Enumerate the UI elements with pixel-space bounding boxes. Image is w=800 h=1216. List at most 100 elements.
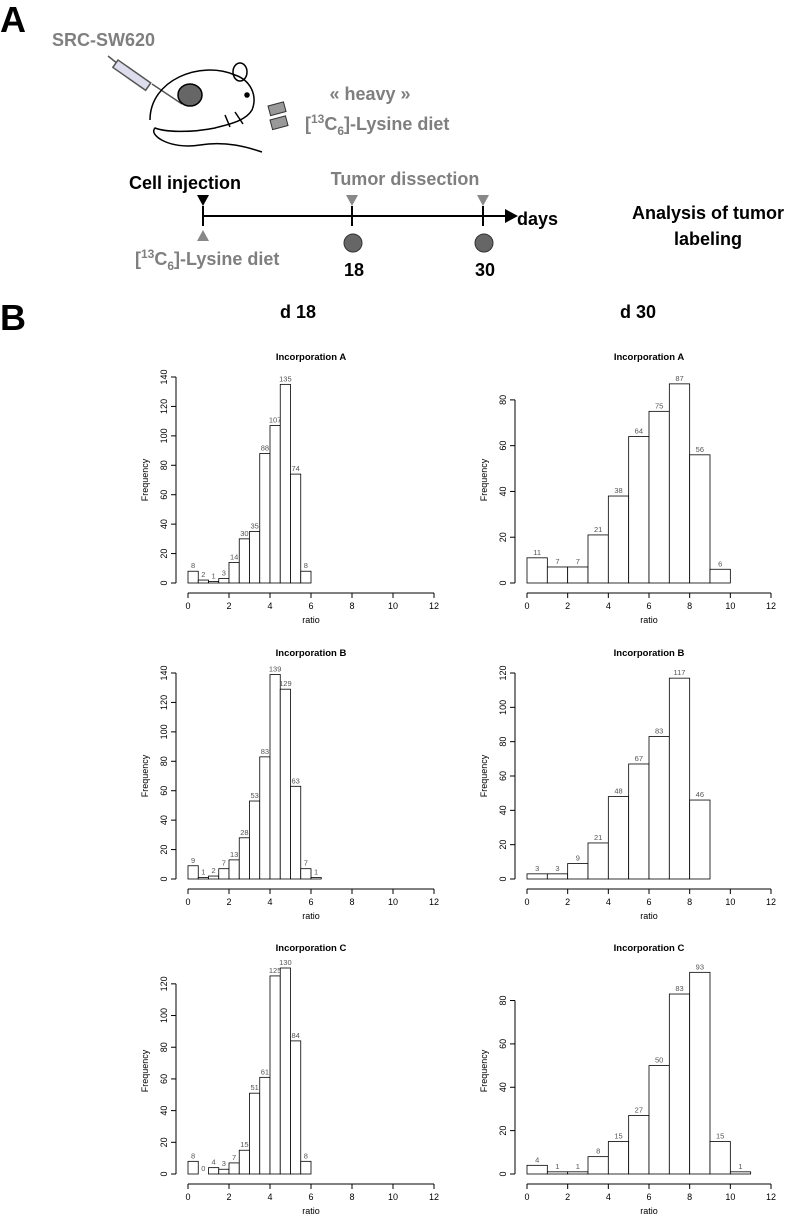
y-tick-label: 140 xyxy=(159,665,169,680)
column-header: d 30 xyxy=(620,302,656,322)
bar xyxy=(526,557,548,584)
value-label: 74 xyxy=(291,464,299,473)
value-label: 7 xyxy=(576,557,580,566)
day-label: 18 xyxy=(344,260,364,280)
bar xyxy=(546,873,569,880)
x-tick-label: 10 xyxy=(388,897,398,907)
value-label: 8 xyxy=(191,1151,195,1160)
y-axis-label: Frequency xyxy=(140,458,150,501)
bar xyxy=(187,865,199,880)
analysis-label: labeling xyxy=(674,229,742,249)
bar xyxy=(607,1141,630,1175)
value-label: 2 xyxy=(201,570,205,579)
bar xyxy=(709,1141,731,1175)
y-tick-label: 0 xyxy=(498,1171,508,1176)
bar xyxy=(238,837,250,880)
y-tick-label: 20 xyxy=(159,549,169,559)
bar xyxy=(197,579,209,584)
text-part: 6 xyxy=(167,259,174,273)
x-tick-label: 4 xyxy=(267,1192,272,1202)
y-axis-label: Frequency xyxy=(140,754,150,797)
tumor-dissection: Tumor dissection xyxy=(331,169,480,189)
bar xyxy=(279,967,291,1175)
bar xyxy=(668,383,691,584)
y-tick-label: 60 xyxy=(159,786,169,796)
chart-title: Incorporation B xyxy=(276,648,347,659)
value-label: 38 xyxy=(614,486,622,495)
timeline xyxy=(197,195,518,253)
y-tick-label: 100 xyxy=(159,1008,169,1023)
x-tick-label: 12 xyxy=(429,1192,439,1202)
bar xyxy=(628,1115,650,1175)
value-label: 35 xyxy=(250,522,258,531)
y-tick-label: 20 xyxy=(498,532,508,542)
x-tick-label: 2 xyxy=(565,601,570,611)
x-tick-label: 2 xyxy=(226,601,231,611)
x-axis-label: ratio xyxy=(640,615,658,625)
y-tick-label: 60 xyxy=(498,1039,508,1049)
y-tick-label: 0 xyxy=(159,580,169,585)
value-label: 3 xyxy=(555,864,559,873)
bar xyxy=(567,863,589,880)
value-label: 8 xyxy=(191,561,195,570)
bar xyxy=(648,736,670,880)
value-label: 83 xyxy=(655,727,663,736)
text-part: 13 xyxy=(141,247,155,261)
value-label: 3 xyxy=(222,1159,226,1168)
value-label: 21 xyxy=(594,833,602,842)
bar xyxy=(300,570,312,584)
chart-title: Incorporation A xyxy=(614,352,685,363)
x-tick-label: 4 xyxy=(267,601,272,611)
panel-letter: B xyxy=(0,297,26,338)
y-tick-label: 140 xyxy=(159,369,169,384)
bar xyxy=(587,842,609,880)
x-tick-label: 8 xyxy=(687,601,692,611)
x-tick-label: 6 xyxy=(308,1192,313,1202)
x-axis-label: ratio xyxy=(640,911,658,921)
value-label: 0 xyxy=(201,1164,205,1173)
value-label: 135 xyxy=(279,374,292,383)
y-tick-label: 80 xyxy=(498,395,508,405)
value-label: 1 xyxy=(555,1162,559,1171)
bar xyxy=(208,875,220,880)
value-label: 1 xyxy=(576,1162,580,1171)
y-tick-label: 120 xyxy=(159,399,169,414)
value-label: 2 xyxy=(212,866,216,875)
value-label: 83 xyxy=(675,984,683,993)
value-label: 8 xyxy=(304,561,308,570)
bar xyxy=(279,688,291,880)
bar xyxy=(648,410,670,584)
x-tick-label: 6 xyxy=(308,601,313,611)
x-tick-label: 6 xyxy=(646,1192,651,1202)
x-tick-label: 12 xyxy=(766,601,776,611)
y-tick-label: 120 xyxy=(498,665,508,680)
value-label: 15 xyxy=(716,1131,724,1140)
value-label: 4 xyxy=(535,1155,539,1164)
x-tick-label: 0 xyxy=(524,601,529,611)
value-label: 30 xyxy=(240,529,248,538)
x-tick-label: 6 xyxy=(646,897,651,907)
bar xyxy=(546,1171,569,1175)
bar xyxy=(290,785,302,880)
x-tick-label: 8 xyxy=(687,1192,692,1202)
value-label: 14 xyxy=(230,552,238,561)
days-label: days xyxy=(517,209,558,229)
value-label: 15 xyxy=(614,1131,622,1140)
value-label: 50 xyxy=(655,1056,663,1065)
x-tick-label: 8 xyxy=(687,897,692,907)
value-label: 88 xyxy=(261,444,269,453)
analysis-label: Analysis of tumor xyxy=(632,203,784,223)
bar xyxy=(587,1156,609,1175)
x-tick-label: 12 xyxy=(429,601,439,611)
value-label: 7 xyxy=(232,1153,236,1162)
x-tick-label: 10 xyxy=(388,601,398,611)
x-tick-label: 10 xyxy=(725,601,735,611)
value-label: 3 xyxy=(222,569,226,578)
bar xyxy=(628,763,650,880)
y-tick-label: 80 xyxy=(498,996,508,1006)
x-tick-label: 6 xyxy=(646,601,651,611)
y-tick-label: 40 xyxy=(498,1082,508,1092)
value-label: 83 xyxy=(261,747,269,756)
diet-label: [13C6]-Lysine diet xyxy=(305,112,449,138)
chart-title: Incorporation C xyxy=(276,943,347,954)
